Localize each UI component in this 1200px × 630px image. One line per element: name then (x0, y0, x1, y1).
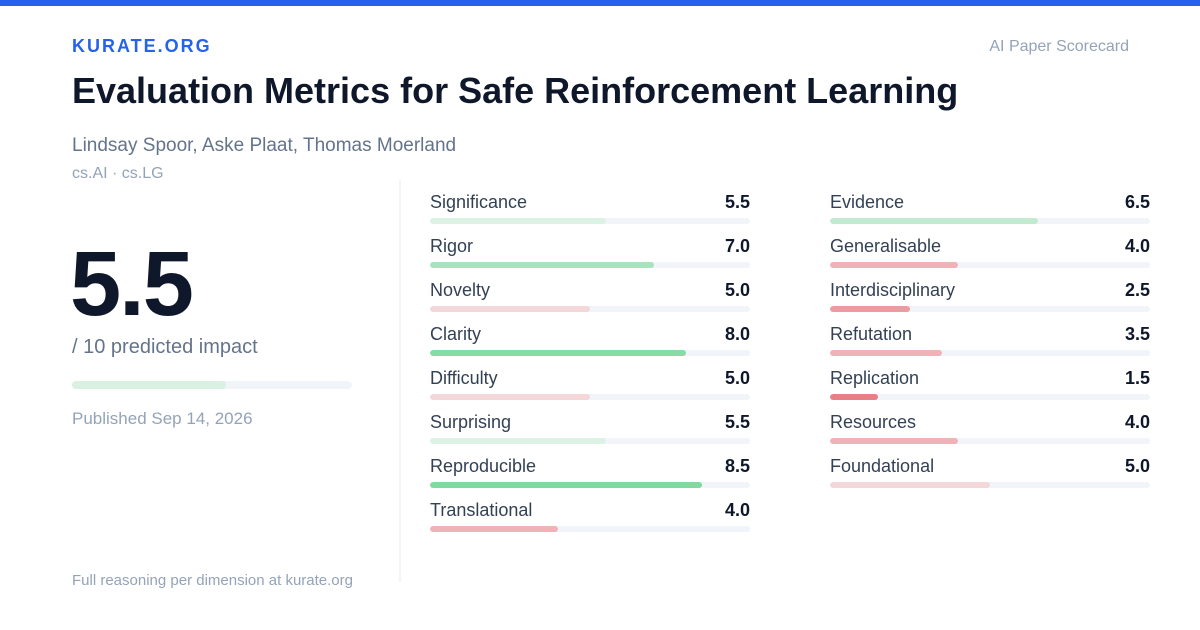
metric-value: 7.0 (724, 236, 750, 256)
metric-bar-fill (430, 394, 590, 400)
metric-replication: Replication 1.5 (830, 368, 1150, 408)
metric-label: Generalisable (830, 236, 942, 256)
column-divider (399, 180, 401, 582)
overall-score: 5.5 (70, 233, 194, 335)
metric-translational: Translational 4.0 (430, 500, 750, 540)
metric-rigor: Rigor 7.0 (430, 236, 750, 276)
metric-bar-fill (430, 306, 590, 312)
paper-title: Evaluation Metrics for Safe Reinforcemen… (72, 70, 959, 111)
metric-label: Foundational (830, 456, 935, 476)
metric-bar (430, 306, 750, 312)
metric-label: Reproducible (430, 456, 537, 476)
metric-value: 8.5 (724, 456, 750, 476)
metric-bar (430, 438, 750, 444)
metric-bar (830, 438, 1150, 444)
published-date: Published Sep 14, 2026 (72, 409, 253, 428)
metric-label: Clarity (430, 324, 482, 344)
metric-label: Rigor (430, 236, 474, 256)
metric-value: 5.0 (1124, 456, 1150, 476)
metric-clarity: Clarity 8.0 (430, 324, 750, 364)
metric-label: Interdisciplinary (830, 280, 956, 300)
metric-significance: Significance 5.5 (430, 192, 750, 232)
paper-categories: cs.AI · cs.LG (72, 165, 164, 182)
metric-bar (830, 482, 1150, 488)
metric-bar (830, 394, 1150, 400)
metric-label: Translational (430, 500, 533, 520)
metric-label: Difficulty (430, 368, 498, 388)
metric-value: 1.5 (1124, 368, 1150, 388)
metric-value: 4.0 (1124, 412, 1150, 432)
metric-bar (430, 218, 750, 224)
metric-label: Resources (830, 412, 917, 432)
metric-generalisable: Generalisable 4.0 (830, 236, 1150, 276)
metric-bar-fill (430, 482, 702, 488)
metric-refutation: Refutation 3.5 (830, 324, 1150, 364)
metric-label: Refutation (830, 324, 913, 344)
metric-label: Significance (430, 192, 528, 212)
metric-bar-fill (830, 482, 990, 488)
metric-interdisciplinary: Interdisciplinary 2.5 (830, 280, 1150, 320)
metric-bar-fill (830, 306, 910, 312)
page-kicker: AI Paper Scorecard (989, 38, 1129, 55)
metric-label: Replication (830, 368, 920, 388)
metric-value: 8.0 (724, 324, 750, 344)
metric-value: 5.0 (724, 280, 750, 300)
metric-label: Evidence (830, 192, 905, 212)
metric-bar-fill (430, 526, 558, 532)
metric-bar (430, 482, 750, 488)
metric-evidence: Evidence 6.5 (830, 192, 1150, 232)
metric-value: 2.5 (1124, 280, 1150, 300)
metric-value: 4.0 (724, 500, 750, 520)
metric-bar (830, 306, 1150, 312)
metric-bar-fill (430, 350, 686, 356)
metric-bar-fill (430, 438, 606, 444)
metric-bar-fill (830, 350, 942, 356)
site-logo[interactable]: KURATE.ORG (72, 36, 212, 56)
metric-difficulty: Difficulty 5.0 (430, 368, 750, 408)
metric-bar (430, 262, 750, 268)
metric-bar-fill (830, 218, 1038, 224)
overall-score-bar-fill (72, 381, 226, 389)
metric-bar (830, 262, 1150, 268)
metric-value: 5.5 (724, 192, 750, 212)
score-caption: / 10 predicted impact (72, 336, 258, 358)
metric-resources: Resources 4.0 (830, 412, 1150, 452)
metric-bar (830, 218, 1150, 224)
metric-value: 5.5 (724, 412, 750, 432)
metric-value: 4.0 (1124, 236, 1150, 256)
top-accent-bar (0, 0, 1200, 6)
footer-note[interactable]: Full reasoning per dimension at kurate.o… (72, 572, 353, 589)
metric-bar (430, 526, 750, 532)
metric-bar (830, 350, 1150, 356)
metric-bar-fill (830, 394, 878, 400)
metric-bar-fill (430, 218, 606, 224)
metric-foundational: Foundational 5.0 (830, 456, 1150, 496)
metric-value: 3.5 (1124, 324, 1150, 344)
metric-reproducible: Reproducible 8.5 (430, 456, 750, 496)
metric-bar-fill (830, 438, 958, 444)
metric-surprising: Surprising 5.5 (430, 412, 750, 452)
metric-bar-fill (830, 262, 958, 268)
metric-bar-fill (430, 262, 654, 268)
metric-value: 5.0 (724, 368, 750, 388)
metric-bar (430, 350, 750, 356)
metric-label: Novelty (430, 280, 491, 300)
overall-score-bar (72, 381, 352, 389)
metric-bar (430, 394, 750, 400)
paper-authors: Lindsay Spoor, Aske Plaat, Thomas Moerla… (72, 135, 457, 156)
metric-value: 6.5 (1124, 192, 1150, 212)
metric-label: Surprising (430, 412, 512, 432)
metric-novelty: Novelty 5.0 (430, 280, 750, 320)
